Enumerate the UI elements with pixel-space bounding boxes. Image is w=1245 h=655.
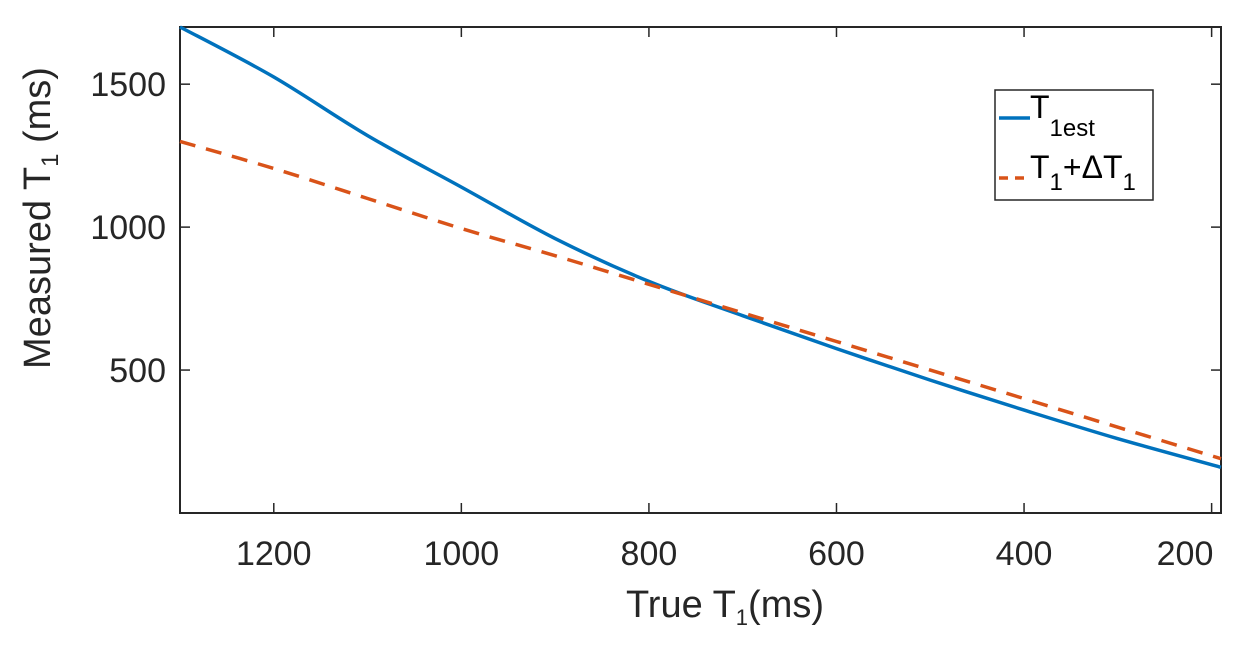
- x-tick-label: 200: [1157, 535, 1214, 573]
- legend-label-t1est: T1est: [1030, 89, 1095, 142]
- series-line-1: [179, 139, 1222, 461]
- x-tick-label: 800: [621, 535, 678, 573]
- series-layer: [179, 25, 1222, 469]
- x-tick-label: 1000: [424, 535, 500, 573]
- x-tick-label: 400: [996, 535, 1053, 573]
- legend-box: [994, 89, 1154, 201]
- y-tick-label: 1500: [90, 66, 166, 104]
- x-tick-label: 1200: [236, 535, 312, 573]
- x-axis-title: True T1(ms): [626, 584, 824, 630]
- legend-label-t1-plus-delta: T1+ΔT1: [1030, 149, 1136, 196]
- y-tick-label: 1000: [90, 209, 166, 247]
- legend: T1est T1+ΔT1: [994, 89, 1154, 201]
- y-axis-title: Measured T1 (ms): [17, 67, 64, 369]
- y-tick-label: 500: [109, 352, 166, 390]
- ticks-layer: 1200 1000 800 600 400 200 500 1000 1500: [90, 27, 1221, 573]
- x-tick-label: 600: [808, 535, 865, 573]
